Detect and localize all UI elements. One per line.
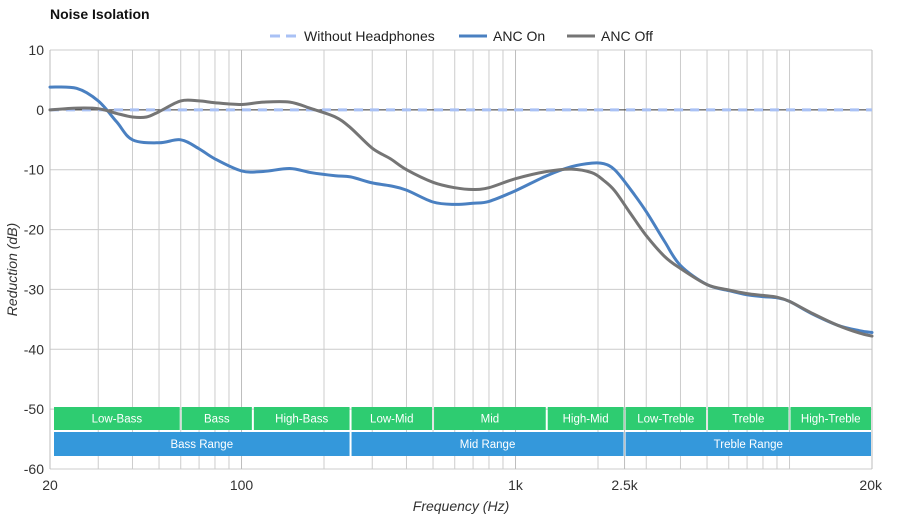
range-band-label: High-Bass bbox=[275, 414, 328, 426]
range-band bbox=[351, 432, 624, 456]
range-band bbox=[181, 407, 252, 430]
range-band-label: Treble Range bbox=[714, 439, 783, 451]
series-lines bbox=[48, 85, 874, 338]
range-band-label: Mid Range bbox=[460, 439, 516, 451]
range-band-label: High-Mid bbox=[563, 414, 609, 426]
x-tick-label: 20k bbox=[859, 477, 883, 493]
range-band-label: Low-Mid bbox=[370, 414, 413, 426]
x-tick-label: 20 bbox=[42, 477, 58, 493]
range-band-label: Low-Treble bbox=[637, 414, 694, 426]
grid bbox=[49, 49, 873, 470]
legend: Without Headphones ANC On ANC Off bbox=[270, 28, 653, 44]
y-tick-label: -20 bbox=[24, 222, 44, 238]
y-tick-label: -10 bbox=[24, 162, 44, 178]
legend-label: ANC On bbox=[493, 28, 545, 44]
range-band bbox=[547, 407, 624, 430]
range-band bbox=[54, 432, 350, 456]
legend-label: Without Headphones bbox=[304, 28, 435, 44]
series-line-anc-on bbox=[48, 85, 874, 334]
range-band bbox=[54, 407, 180, 430]
range-band bbox=[434, 407, 546, 430]
range-band-label: High-Treble bbox=[801, 414, 861, 426]
range-band bbox=[625, 432, 871, 456]
range-band bbox=[790, 407, 871, 430]
x-axis-title: Frequency (Hz) bbox=[413, 498, 509, 514]
x-tick-label: 2.5k bbox=[611, 477, 638, 493]
range-band bbox=[625, 407, 707, 430]
range-band bbox=[253, 407, 350, 430]
legend-label: ANC Off bbox=[601, 28, 653, 44]
range-band-label: Treble bbox=[732, 414, 764, 426]
range-band-label: Mid bbox=[481, 414, 500, 426]
y-tick-label: 10 bbox=[28, 42, 44, 58]
y-tick-label: -40 bbox=[24, 341, 44, 357]
y-axis-title: Reduction (dB) bbox=[4, 223, 20, 316]
range-band-label: Bass Range bbox=[170, 439, 233, 451]
y-tick-label: -30 bbox=[24, 281, 44, 297]
range-band bbox=[708, 407, 789, 430]
x-tick-label: 100 bbox=[230, 477, 254, 493]
y-tick-label: 0 bbox=[36, 102, 44, 118]
x-tick-label: 1k bbox=[508, 477, 524, 493]
range-band bbox=[351, 407, 433, 430]
chart-title: Noise Isolation bbox=[50, 6, 150, 22]
range-band-label: Bass bbox=[204, 414, 230, 426]
range-band-label: Low-Bass bbox=[92, 414, 143, 426]
series-line-anc-off bbox=[48, 98, 874, 338]
range-bands: Low-Bass Bass High-Bass Low-Mid Mid High-Mid L… bbox=[54, 407, 871, 456]
y-tick-label: -60 bbox=[24, 461, 44, 477]
y-tick-label: -50 bbox=[24, 401, 44, 417]
